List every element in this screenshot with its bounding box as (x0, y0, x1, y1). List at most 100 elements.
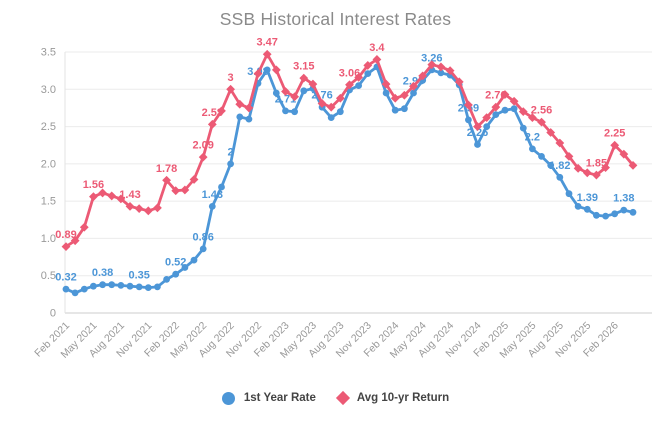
data-point-diamond[interactable] (436, 62, 446, 72)
data-point-diamond[interactable] (125, 201, 135, 211)
data-point-diamond[interactable] (601, 163, 610, 172)
data-point-diamond[interactable] (107, 191, 117, 201)
data-point-circle[interactable] (90, 282, 97, 290)
data-point-circle[interactable] (364, 70, 372, 77)
data-point-diamond[interactable] (89, 192, 98, 202)
data-point-diamond[interactable] (546, 128, 556, 137)
data-point-diamond[interactable] (253, 69, 263, 79)
data-point-diamond[interactable] (281, 87, 290, 96)
data-point-circle[interactable] (300, 87, 308, 95)
data-point-diamond[interactable] (116, 194, 126, 204)
data-point-diamond[interactable] (354, 72, 364, 82)
data-point-circle[interactable] (355, 82, 362, 89)
data-point-circle[interactable] (80, 285, 88, 293)
data-point-diamond[interactable] (409, 81, 418, 91)
data-point-circle[interactable] (336, 108, 344, 116)
data-point-circle[interactable] (391, 106, 399, 114)
data-point-circle[interactable] (108, 281, 116, 289)
data-point-circle[interactable] (529, 145, 536, 153)
data-point-diamond[interactable] (235, 99, 245, 109)
data-point-circle[interactable] (117, 282, 125, 289)
data-point-circle[interactable] (272, 89, 280, 97)
data-point-diamond[interactable] (244, 103, 254, 113)
data-point-circle[interactable] (382, 89, 390, 97)
data-point-circle[interactable] (611, 210, 619, 218)
data-point-diamond[interactable] (518, 107, 528, 117)
data-point-circle[interactable] (401, 105, 408, 113)
data-point-circle[interactable] (135, 283, 143, 291)
data-point-diamond[interactable] (473, 122, 482, 131)
data-point-diamond[interactable] (555, 138, 565, 148)
data-point-circle[interactable] (501, 106, 509, 114)
data-point-diamond[interactable] (308, 79, 318, 89)
data-point-circle[interactable] (465, 116, 472, 124)
data-point-diamond[interactable] (564, 152, 574, 161)
data-point-diamond[interactable] (390, 93, 400, 103)
data-point-circle[interactable] (144, 284, 152, 291)
data-point-diamond[interactable] (628, 160, 638, 170)
data-point-diamond[interactable] (500, 90, 510, 99)
data-point-diamond[interactable] (162, 175, 171, 185)
data-point-circle[interactable] (474, 141, 481, 148)
data-point-circle[interactable] (218, 183, 225, 191)
data-point-diamond[interactable] (134, 204, 144, 213)
data-point-circle[interactable] (208, 203, 216, 210)
data-point-circle[interactable] (62, 285, 70, 293)
data-point-circle[interactable] (199, 245, 207, 253)
data-point-circle[interactable] (602, 212, 609, 220)
legend-item-1st-year-rate[interactable]: 1st Year Rate (221, 391, 316, 405)
data-point-diamond[interactable] (326, 102, 336, 112)
data-point-diamond[interactable] (207, 119, 217, 129)
data-point-diamond[interactable] (290, 92, 300, 102)
data-point-diamond[interactable] (61, 242, 71, 252)
data-point-circle[interactable] (510, 105, 518, 113)
data-point-circle[interactable] (291, 108, 298, 116)
data-point-circle[interactable] (181, 264, 189, 271)
data-point-diamond[interactable] (317, 99, 327, 108)
data-point-circle[interactable] (126, 282, 134, 290)
data-point-circle[interactable] (71, 289, 79, 297)
data-point-circle[interactable] (629, 208, 637, 216)
data-point-diamond[interactable] (527, 113, 537, 123)
data-point-diamond[interactable] (573, 163, 583, 173)
data-point-diamond[interactable] (171, 186, 181, 196)
data-point-diamond[interactable] (619, 149, 629, 159)
data-point-diamond[interactable] (592, 170, 601, 180)
data-point-diamond[interactable] (217, 106, 226, 116)
data-point-circle[interactable] (245, 115, 253, 123)
data-point-circle[interactable] (410, 89, 417, 97)
data-point-circle[interactable] (437, 69, 445, 77)
data-point-diamond[interactable] (463, 100, 473, 110)
data-point-diamond[interactable] (482, 113, 492, 123)
data-point-circle[interactable] (556, 173, 564, 181)
data-point-diamond[interactable] (98, 188, 107, 198)
data-point-diamond[interactable] (381, 79, 391, 89)
data-point-circle[interactable] (547, 161, 555, 169)
data-point-diamond[interactable] (445, 66, 455, 76)
data-point-circle[interactable] (282, 107, 289, 115)
data-point-circle[interactable] (172, 270, 180, 278)
data-point-diamond[interactable] (372, 55, 382, 64)
data-point-diamond[interactable] (226, 84, 236, 94)
data-point-circle[interactable] (574, 203, 582, 210)
data-point-diamond[interactable] (345, 80, 354, 90)
data-point-circle[interactable] (492, 111, 500, 118)
data-point-diamond[interactable] (198, 152, 208, 162)
data-point-circle[interactable] (236, 113, 244, 121)
data-point-circle[interactable] (154, 283, 161, 291)
data-point-diamond[interactable] (537, 117, 546, 127)
data-point-diamond[interactable] (153, 203, 162, 213)
data-point-diamond[interactable] (509, 96, 519, 106)
data-point-diamond[interactable] (427, 60, 437, 70)
data-point-circle[interactable] (620, 206, 628, 214)
data-point-diamond[interactable] (143, 206, 153, 216)
data-point-circle[interactable] (190, 256, 198, 264)
data-point-circle[interactable] (327, 114, 335, 121)
data-point-circle[interactable] (583, 205, 591, 213)
data-point-diamond[interactable] (271, 65, 281, 75)
data-point-circle[interactable] (99, 281, 106, 289)
data-point-circle[interactable] (538, 153, 545, 160)
data-point-circle[interactable] (227, 160, 235, 168)
data-point-circle[interactable] (483, 123, 491, 130)
